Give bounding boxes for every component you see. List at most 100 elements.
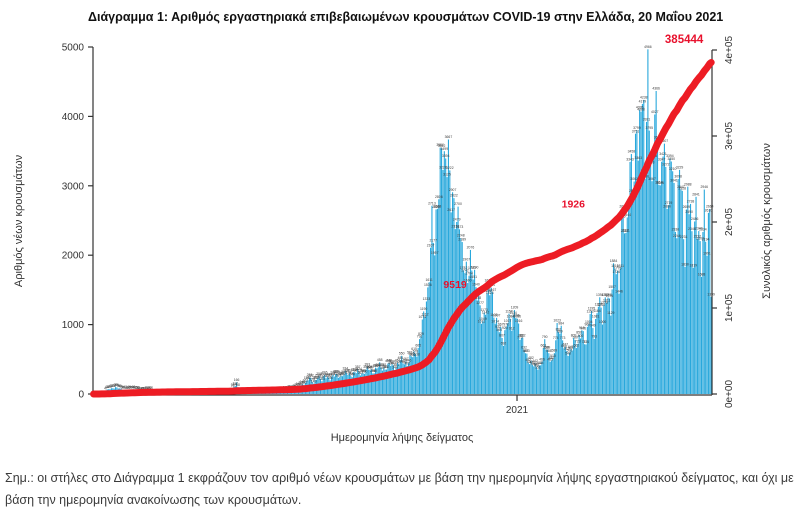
bar-label: 920 xyxy=(502,326,508,330)
bar-label: 283 xyxy=(341,370,347,374)
bar xyxy=(453,198,455,394)
bar-label: 665 xyxy=(415,343,421,347)
bar-label: 45 xyxy=(140,387,144,391)
bar xyxy=(502,345,505,394)
bar-label: 232 xyxy=(308,373,314,377)
bar-label: 717 xyxy=(582,340,588,344)
bar xyxy=(600,307,602,394)
bar-label: 538 xyxy=(414,352,420,356)
bar xyxy=(567,355,569,394)
bar xyxy=(487,282,489,394)
bar xyxy=(680,189,682,394)
bar-label: 381 xyxy=(393,363,399,367)
bar-label: 2907 xyxy=(449,188,457,192)
bar-label: 1277 xyxy=(476,301,484,305)
bar xyxy=(414,353,416,394)
bar xyxy=(392,365,394,394)
bar-label: 233 xyxy=(315,373,321,377)
bar-label: 98 xyxy=(236,383,240,387)
bar xyxy=(476,300,478,394)
bar xyxy=(435,209,437,394)
bar-label: 2336 xyxy=(672,228,680,232)
bar-label: 919 xyxy=(579,326,585,330)
bar xyxy=(445,158,447,394)
bar-label: 2321 xyxy=(622,229,630,233)
bar xyxy=(403,364,405,394)
bar-label: 65 xyxy=(127,385,131,389)
bar-label: 449 xyxy=(386,358,392,362)
bar-label: 482 xyxy=(528,356,534,360)
bar-label: 233 xyxy=(336,373,342,377)
bar-label: 4027 xyxy=(651,110,659,114)
bar xyxy=(670,161,672,394)
bar-label: 318 xyxy=(352,368,358,372)
bar xyxy=(533,366,535,394)
annotation-9519: 9519 xyxy=(443,279,467,291)
bar xyxy=(592,328,594,394)
bar-label: 49 xyxy=(144,386,148,390)
bar xyxy=(450,212,452,394)
bar xyxy=(537,369,539,394)
bar-label: 4095 xyxy=(636,105,644,109)
bar-label: 1540 xyxy=(472,283,480,287)
chart-title: Διάγραμμα 1: Αριθμός εργαστηριακά επιβεβ… xyxy=(88,10,724,24)
bar-label: 1142 xyxy=(482,310,489,314)
bar xyxy=(460,238,462,394)
bar xyxy=(508,313,510,394)
bar xyxy=(623,233,626,394)
bar-label: 2738 xyxy=(687,200,695,204)
bar xyxy=(373,373,375,394)
bar-label: 1173 xyxy=(481,308,488,312)
bar xyxy=(652,158,654,394)
bar-label: 47 xyxy=(104,386,108,390)
bar xyxy=(570,349,572,394)
bar-label: 95 xyxy=(115,383,119,387)
bar-label: 3350 xyxy=(668,157,676,161)
bar xyxy=(530,360,532,394)
bar-label: 451 xyxy=(395,358,401,362)
bar xyxy=(644,178,646,394)
bar-label: 1209 xyxy=(511,306,519,310)
bar-label: 1819 xyxy=(690,263,698,267)
bar-label: 2486 xyxy=(691,217,699,221)
bar xyxy=(673,182,675,394)
bar xyxy=(582,331,584,394)
bar xyxy=(474,269,476,394)
bar-label: 337 xyxy=(380,366,386,370)
bar xyxy=(505,326,507,394)
bar xyxy=(568,352,571,394)
bar xyxy=(438,199,440,394)
bar-label: 141 xyxy=(300,380,306,384)
bar xyxy=(494,323,496,394)
bar-label: 850 xyxy=(576,331,582,335)
bar-label: 251 xyxy=(331,372,337,376)
bar xyxy=(599,297,601,394)
bar-label: 793 xyxy=(591,335,597,339)
bar xyxy=(478,293,480,394)
bar xyxy=(684,266,686,394)
bar-label: 296 xyxy=(370,369,376,373)
bar-label: 298 xyxy=(360,369,366,373)
bar-label: 324 xyxy=(356,367,362,371)
bar-label: 2189 xyxy=(458,238,466,242)
bar-label: 301 xyxy=(353,369,359,373)
bar-label: 1311 xyxy=(603,299,610,303)
bar xyxy=(581,330,583,394)
bar-label: 3667 xyxy=(445,135,453,139)
bar xyxy=(593,338,595,394)
bar-label: 166 xyxy=(234,378,240,382)
bar-label: 197 xyxy=(305,376,311,380)
bar xyxy=(447,139,449,394)
bar xyxy=(552,358,554,394)
bar-label: 256 xyxy=(316,372,322,376)
bar xyxy=(380,367,382,394)
bar-label: 1392 xyxy=(601,293,609,297)
bar-label: 65 xyxy=(105,385,109,389)
bar-label: 194 xyxy=(304,376,310,380)
bar-label: 486 xyxy=(397,356,403,360)
bar xyxy=(412,357,414,394)
bar-label: 1536 xyxy=(424,283,432,287)
bar-label: 2719 xyxy=(665,201,673,205)
bar-label: 2617 xyxy=(447,208,455,212)
bar xyxy=(504,330,506,394)
